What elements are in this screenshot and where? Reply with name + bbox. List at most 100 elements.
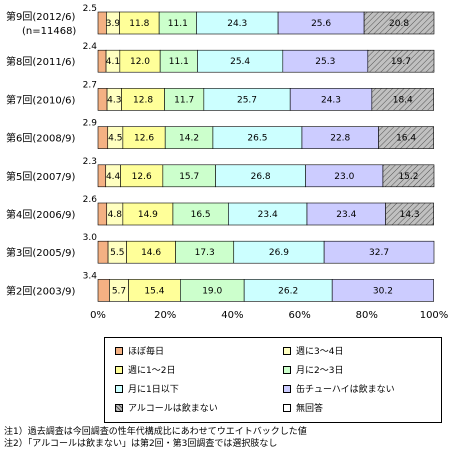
legend-label: アルコールは飲まない xyxy=(128,404,218,414)
x-tick-label: 20% xyxy=(154,310,176,321)
data-label: 3.0 xyxy=(83,233,98,243)
legend-swatch xyxy=(283,403,291,412)
data-label: 26.9 xyxy=(269,248,289,258)
legend-swatch xyxy=(115,384,123,393)
legend-swatch xyxy=(283,346,291,355)
x-tick-label: 0% xyxy=(90,310,106,321)
x-tick-label: 100% xyxy=(420,310,449,321)
data-label: 11.7 xyxy=(174,95,194,105)
data-label: 25.6 xyxy=(311,19,331,29)
data-label: 12.8 xyxy=(133,95,153,105)
bar-segment xyxy=(385,202,434,226)
data-label: 19.7 xyxy=(391,57,411,67)
data-label: 2.9 xyxy=(83,119,98,129)
bar-segment xyxy=(382,164,435,188)
data-label: 17.3 xyxy=(195,248,215,258)
x-axis: 0% 20% 40% 60% 80% 100% xyxy=(90,310,448,321)
bar-segment xyxy=(97,279,110,302)
data-label: 11.8 xyxy=(129,19,149,29)
stacked-bar-chart: 2.5 3.9 11.8 11.1 24.3 25.6 20.8 2.4 4.1 12.0 11.1… xyxy=(6,4,448,321)
data-label: 2.6 xyxy=(83,195,98,205)
bar-segment xyxy=(367,49,435,73)
data-label: 4.5 xyxy=(108,134,122,144)
data-label: 3.9 xyxy=(106,19,121,29)
data-label: 32.7 xyxy=(369,248,389,258)
category-label: 第4回(2006/9) xyxy=(6,208,75,221)
legend-swatch xyxy=(115,365,123,374)
legend-item: ほぼ毎日 xyxy=(115,344,164,357)
data-label: 15.4 xyxy=(144,286,164,296)
data-label: 25.3 xyxy=(315,57,335,67)
category-labels: 第9回(2012/6) (n=11468) 第8回(2011/6) 第7回(2010/… xyxy=(6,10,76,297)
data-label: 23.4 xyxy=(258,210,278,220)
data-label: 11.1 xyxy=(168,19,188,29)
data-label: 12.0 xyxy=(130,57,150,67)
data-label: 2.3 xyxy=(83,157,97,167)
category-label: 第9回(2012/6) xyxy=(6,10,75,23)
data-label: 4.1 xyxy=(106,57,120,67)
category-label: 第6回(2008/9) xyxy=(6,132,75,145)
data-label: 20.8 xyxy=(389,19,409,29)
bar-segment xyxy=(97,202,108,226)
x-tick-label: 40% xyxy=(221,310,243,321)
data-label: 15.7 xyxy=(179,172,199,182)
category-label: 第7回(2010/6) xyxy=(6,93,75,106)
data-label: 19.0 xyxy=(202,286,222,296)
bar-segment xyxy=(331,279,434,302)
legend-label: 月に2～3日 xyxy=(296,366,344,376)
legend-label: ほぼ毎日 xyxy=(128,347,165,357)
data-label: 14.3 xyxy=(400,210,420,220)
bars-layer: 2.5 3.9 11.8 11.1 24.3 25.6 20.8 2.4 4.1 12.0 11.1… xyxy=(83,4,435,302)
category-label: 第8回(2011/6) xyxy=(6,55,75,68)
data-label: 25.4 xyxy=(230,57,250,67)
bar-segment xyxy=(323,240,435,264)
x-tick-label: 80% xyxy=(356,310,378,321)
category-label: 第5回(2007/9) xyxy=(6,170,75,183)
note-2: 注2）「アルコールは飲まない」は第2回・第3回調査では選択肢なし xyxy=(4,439,278,449)
bar-segment xyxy=(97,164,107,188)
data-label: 23.4 xyxy=(336,210,356,220)
legend-swatch xyxy=(115,346,123,355)
legend-label: 週に3～4日 xyxy=(296,347,344,357)
legend-item: アルコールは飲まない xyxy=(115,401,218,414)
bar-segment xyxy=(371,88,434,111)
data-label: 24.3 xyxy=(227,19,247,29)
data-label: 5.5 xyxy=(110,248,124,258)
data-label: 2.4 xyxy=(83,42,98,52)
legend-item: 無回答 xyxy=(283,401,323,414)
note-1: 注1）過去調査は今回調査の性年代構成比にあわせてウエイトバックした値 xyxy=(4,427,307,437)
legend-swatch xyxy=(283,384,291,393)
data-label: 26.8 xyxy=(251,172,271,182)
data-label: 14.2 xyxy=(179,134,199,144)
legend-item: 月に1日以下 xyxy=(115,382,179,395)
bar-segment xyxy=(378,126,434,149)
data-label: 16.5 xyxy=(191,210,211,220)
data-label: 3.4 xyxy=(83,271,98,281)
data-label: 18.4 xyxy=(393,95,413,105)
legend-label: 月に1日以下 xyxy=(128,385,179,395)
data-label: 11.1 xyxy=(169,57,189,67)
legend-label: 缶チューハイは飲まない xyxy=(296,385,395,395)
legend-label: 週に1～2日 xyxy=(128,366,176,376)
data-label: 30.2 xyxy=(373,286,393,296)
data-label: 5.7 xyxy=(112,286,126,296)
legend-label: 無回答 xyxy=(296,404,324,414)
legend-item: 月に2～3日 xyxy=(283,363,343,376)
data-label: 2.7 xyxy=(83,80,97,90)
bar-segment xyxy=(97,88,108,111)
data-label: 4.3 xyxy=(107,95,121,105)
data-label: 15.2 xyxy=(398,172,418,182)
data-label: 24.3 xyxy=(321,95,341,105)
data-label: 4.8 xyxy=(108,210,123,220)
legend-swatch xyxy=(115,403,123,412)
legend-item: 週に1～2日 xyxy=(115,363,175,376)
data-label: 12.6 xyxy=(132,172,152,182)
legend-item: 週に3～4日 xyxy=(283,344,343,357)
data-label: 2.5 xyxy=(83,4,97,14)
data-label: 26.5 xyxy=(247,134,267,144)
data-label: 14.6 xyxy=(141,248,161,258)
data-label: 4.4 xyxy=(106,172,121,182)
data-label: 14.9 xyxy=(138,210,158,220)
data-label: 26.2 xyxy=(278,286,298,296)
x-tick-label: 60% xyxy=(288,310,310,321)
